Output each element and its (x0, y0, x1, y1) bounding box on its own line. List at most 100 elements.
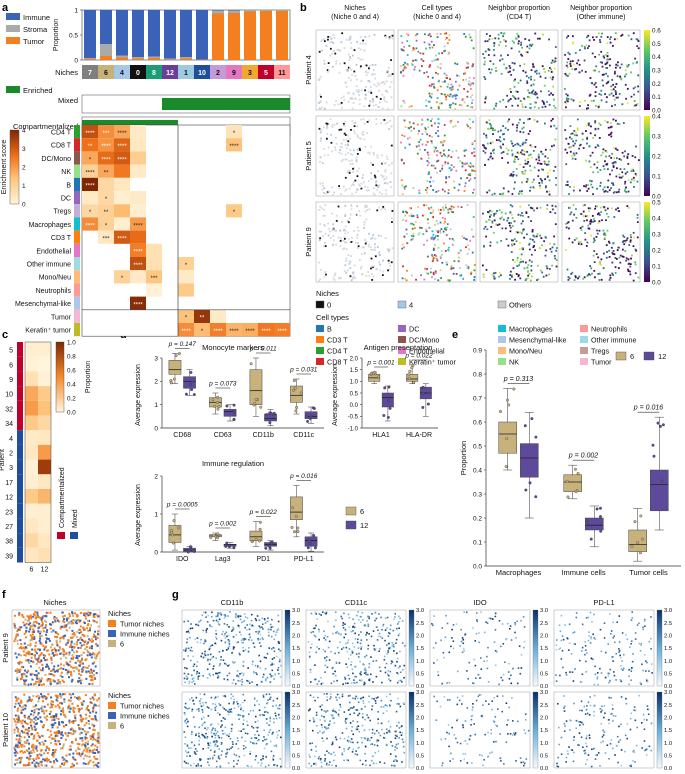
b-dot (518, 190, 521, 193)
b-ct-legend-label-6: Mesenchymal-like (509, 336, 567, 345)
b-dot (565, 226, 568, 229)
b-tile-1-1 (397, 115, 477, 197)
bar-immune-8 (148, 10, 160, 57)
b-dot (437, 135, 440, 138)
bar-stroma-3 (244, 10, 256, 12)
b-dot (500, 54, 502, 57)
b-dot (530, 75, 532, 78)
b-dot (353, 264, 356, 267)
f-dot (81, 753, 84, 756)
b-dot (432, 216, 435, 218)
b-dot (366, 189, 368, 192)
bar-immune-7 (84, 10, 96, 58)
niches-row-label: Niches (55, 68, 78, 77)
b-dot (332, 223, 335, 226)
b-dot (545, 249, 548, 252)
b-dot (363, 223, 366, 226)
f-dot (82, 700, 85, 703)
b-dot (388, 262, 391, 265)
b-dot (318, 230, 321, 233)
b-dot (634, 86, 637, 89)
b-dot (568, 277, 571, 280)
b-dot (421, 122, 424, 125)
b-dot (331, 229, 334, 232)
b-dot (348, 169, 351, 172)
bar-ytick-label: 0 (74, 58, 78, 65)
b-dot (510, 174, 513, 177)
b-dot (423, 243, 425, 246)
b-dot (547, 175, 549, 178)
niche-cell-1 (178, 65, 194, 79)
b-dot (380, 208, 383, 211)
f-dot (17, 714, 20, 717)
b-dot (329, 237, 332, 239)
f-dot (58, 740, 61, 743)
f-dot (27, 653, 30, 656)
b-dot (327, 70, 329, 73)
f-dot (72, 707, 75, 710)
f-dot (52, 755, 55, 758)
b-dot (464, 185, 466, 188)
f-dot (70, 696, 73, 699)
b-dot (358, 137, 361, 140)
b-dot (493, 42, 496, 44)
b-dot (388, 164, 391, 167)
celltype-color-9 (74, 243, 80, 257)
g-dot (258, 654, 260, 657)
f-dot (80, 679, 83, 682)
f-dot (24, 669, 27, 672)
b-dot (320, 207, 323, 210)
f-dot (76, 641, 79, 644)
b-dot (568, 237, 571, 240)
f-dot (42, 657, 45, 660)
b-dot (570, 138, 573, 140)
b-dot (348, 172, 351, 174)
f-dot (88, 619, 91, 622)
g-dot (237, 679, 240, 682)
enrich-cell (226, 98, 242, 110)
f-dot (52, 703, 55, 706)
b-dot (467, 244, 469, 247)
d-legend-swatch-6 (345, 506, 357, 516)
f-dot (38, 622, 41, 625)
b-dot (600, 263, 603, 266)
b-dot (511, 94, 514, 97)
b-dot (389, 119, 392, 122)
b-dot (635, 249, 638, 252)
b-dot (371, 266, 374, 269)
b-dot (350, 255, 352, 258)
f-dot (32, 743, 35, 746)
g-dot (223, 623, 226, 625)
heat-cell (98, 177, 114, 191)
g-dot (256, 665, 259, 667)
f-dot (37, 717, 40, 720)
b-dot (538, 247, 541, 250)
niche-label-0: 0 (136, 70, 140, 77)
f-dot (35, 674, 38, 677)
b-dot (324, 224, 326, 227)
b-dot (597, 32, 600, 35)
f-dot (96, 740, 99, 743)
b-dot (323, 147, 326, 150)
b-dot (376, 246, 379, 248)
b-dot (319, 139, 322, 142)
b-dot (331, 212, 334, 215)
f-dot (31, 648, 34, 651)
f-dot (82, 717, 85, 720)
b-dot (533, 79, 536, 82)
jitter-point (216, 536, 220, 540)
b-dot (488, 209, 491, 212)
e-ytick-label: 0.4 (473, 467, 482, 474)
b-dot (515, 129, 518, 132)
b-dot (587, 227, 590, 230)
b-dot (340, 152, 343, 155)
b-dot (572, 152, 575, 155)
f-dot (75, 667, 78, 670)
b-dot (620, 63, 623, 66)
f-dot (28, 752, 31, 755)
c-heat-cell (25, 533, 38, 548)
b-dot (487, 54, 490, 56)
b-dot (553, 61, 556, 63)
f-dot (56, 695, 59, 698)
b-dot (463, 149, 466, 152)
